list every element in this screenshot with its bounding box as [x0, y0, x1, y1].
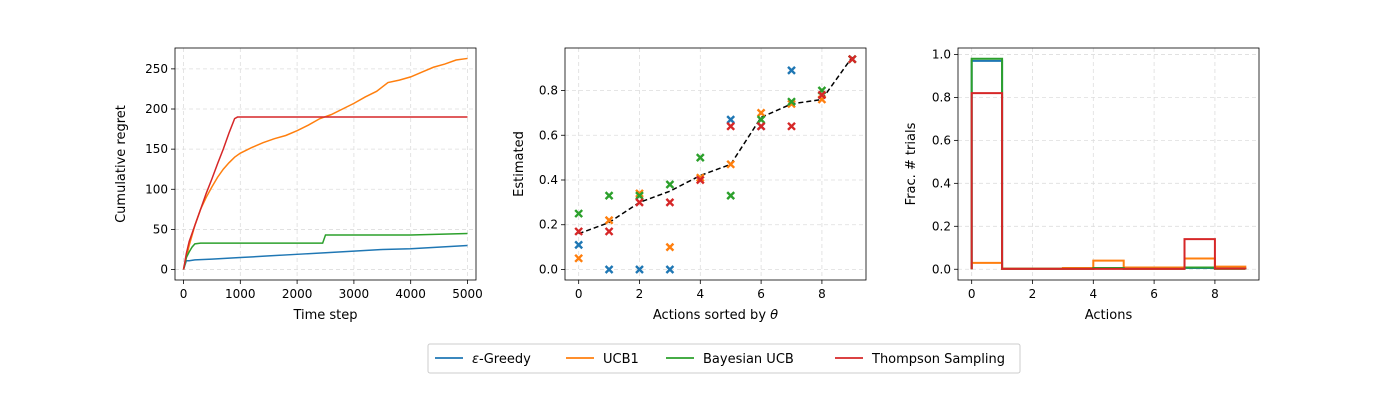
y-tick-label: 0.6 [932, 133, 951, 147]
x-axis-label: Time step [292, 308, 357, 323]
true-value-line [578, 56, 853, 235]
histogram-greedy [970, 59, 1247, 270]
legend-label-egreedy: ε-Greedy [472, 352, 531, 367]
point-thompson-sampling [787, 121, 796, 131]
axes-frame [174, 47, 477, 281]
point-ucb1 [695, 173, 705, 183]
point-ucb1 [574, 253, 584, 263]
point-bayesian-ucb [635, 191, 644, 201]
series-line-thompson-sampling [182, 116, 468, 270]
legend-frame [427, 343, 1021, 374]
axes-frame [957, 47, 1260, 281]
y-axis-label: Frac. # trials [904, 122, 919, 205]
series-line-bayesian-ucb [182, 232, 468, 270]
point-ucb1 [635, 189, 644, 198]
legend-entry-bayes-ucb: Bayesian UCB [666, 352, 794, 367]
point-bayesian-ucb [695, 153, 705, 162]
series-line-ucb1 [182, 57, 468, 270]
point-greedy [635, 265, 644, 274]
x-axis-label: Actions [1085, 308, 1133, 323]
legend-entry-ucb1: UCB1 [566, 352, 639, 367]
point-greedy [604, 265, 614, 274]
x-tick-label: 0 [575, 287, 583, 301]
x-tick-label: 0 [968, 287, 976, 301]
point-bayesian-ucb [726, 191, 736, 201]
series-line-greedy [182, 244, 468, 270]
y-tick-label: 1.0 [932, 47, 951, 61]
y-axis-label: Estimated [512, 131, 527, 197]
y-tick-label: 150 [145, 142, 168, 156]
point-ucb1 [756, 108, 766, 118]
point-thompson-sampling [635, 198, 644, 207]
point-bayesian-ucb [574, 209, 584, 218]
point-thompson-sampling [574, 227, 584, 236]
legend-entry-egreedy: ε-Greedy [435, 352, 531, 367]
x-axis-label-symbol: θ [770, 308, 778, 323]
y-tick-label: 0.4 [932, 176, 951, 190]
y-tick-label: 50 [153, 222, 168, 236]
x-tick-label: 2 [636, 287, 644, 301]
x-tick-label: 6 [1150, 287, 1158, 301]
legend: ε-Greedy UCB1 Bayesian UCB Thompson Samp… [427, 343, 1021, 374]
legend-label-bayes-ucb: Bayesian UCB [703, 352, 794, 367]
legend-entry-thompson: Thompson Sampling [835, 352, 1005, 367]
point-ucb1 [604, 215, 614, 225]
legend-label-ucb1: UCB1 [603, 352, 639, 367]
x-tick-label: 5000 [452, 287, 483, 301]
x-tick-label: 4 [1089, 287, 1097, 301]
y-tick-label: 0.2 [539, 218, 558, 232]
y-tick-label: 0.8 [539, 84, 558, 98]
y-tick-label: 0.6 [539, 128, 558, 142]
estimates-panel: 0 2 4 6 8 0.0 0.2 0.4 0.6 0.8 Actions sorted by θ E… [512, 47, 867, 323]
y-tick-label: 0.4 [539, 173, 558, 187]
histogram-thompson-sampling [970, 92, 1247, 270]
point-bayesian-ucb [604, 191, 614, 201]
x-axis-label: Actions sorted by θ [653, 308, 778, 323]
x-tick-label: 8 [818, 287, 826, 301]
y-tick-label: 0.8 [932, 90, 951, 104]
point-greedy [665, 265, 675, 274]
point-thompson-sampling [756, 121, 766, 131]
point-thompson-sampling [695, 175, 705, 185]
x-tick-label: 3000 [339, 287, 370, 301]
point-bayesian-ucb [665, 180, 675, 189]
point-bayesian-ucb [756, 115, 766, 124]
point-greedy [726, 115, 736, 124]
point-greedy [574, 240, 584, 250]
legend-label-egreedy-text: -Greedy [479, 352, 531, 367]
point-bayesian-ucb [787, 97, 796, 107]
point-thompson-sampling [604, 227, 614, 236]
x-tick-label: 2000 [282, 287, 313, 301]
point-thompson-sampling [726, 121, 736, 131]
regret-panel: 0 1000 2000 3000 4000 5000 0 50 100 150 200 250 Time… [114, 47, 483, 323]
legend-label-egreedy-prefix: ε [472, 352, 479, 367]
y-tick-label: 0.0 [539, 262, 558, 276]
histogram-bayesian-ucb [970, 57, 1247, 270]
y-tick-label: 0 [160, 263, 168, 277]
x-tick-label: 2 [1029, 287, 1037, 301]
x-tick-label: 4000 [395, 287, 426, 301]
y-axis-label: Cumulative regret [114, 105, 129, 223]
point-thompson-sampling [817, 90, 827, 100]
y-tick-label: 100 [145, 182, 168, 196]
y-tick-label: 0.2 [932, 219, 951, 233]
trials-panel: 0 2 4 6 8 0.0 0.2 0.4 0.6 0.8 1.0 Actions Frac. # tr… [904, 47, 1260, 323]
point-thompson-sampling [847, 54, 857, 64]
y-tick-label: 250 [145, 62, 168, 76]
point-thompson-sampling [665, 198, 675, 207]
x-tick-label: 1000 [225, 287, 256, 301]
x-tick-label: 8 [1211, 287, 1219, 301]
point-ucb1 [787, 99, 796, 109]
y-tick-label: 200 [145, 102, 168, 116]
point-ucb1 [726, 159, 736, 169]
axes-frame [564, 47, 867, 281]
x-tick-label: 0 [180, 287, 188, 301]
y-tick-label: 0.0 [932, 262, 951, 276]
legend-label-thompson: Thompson Sampling [871, 352, 1005, 367]
x-tick-label: 4 [696, 287, 704, 301]
point-greedy [787, 66, 796, 75]
point-ucb1 [665, 242, 675, 252]
x-tick-label: 6 [757, 287, 765, 301]
